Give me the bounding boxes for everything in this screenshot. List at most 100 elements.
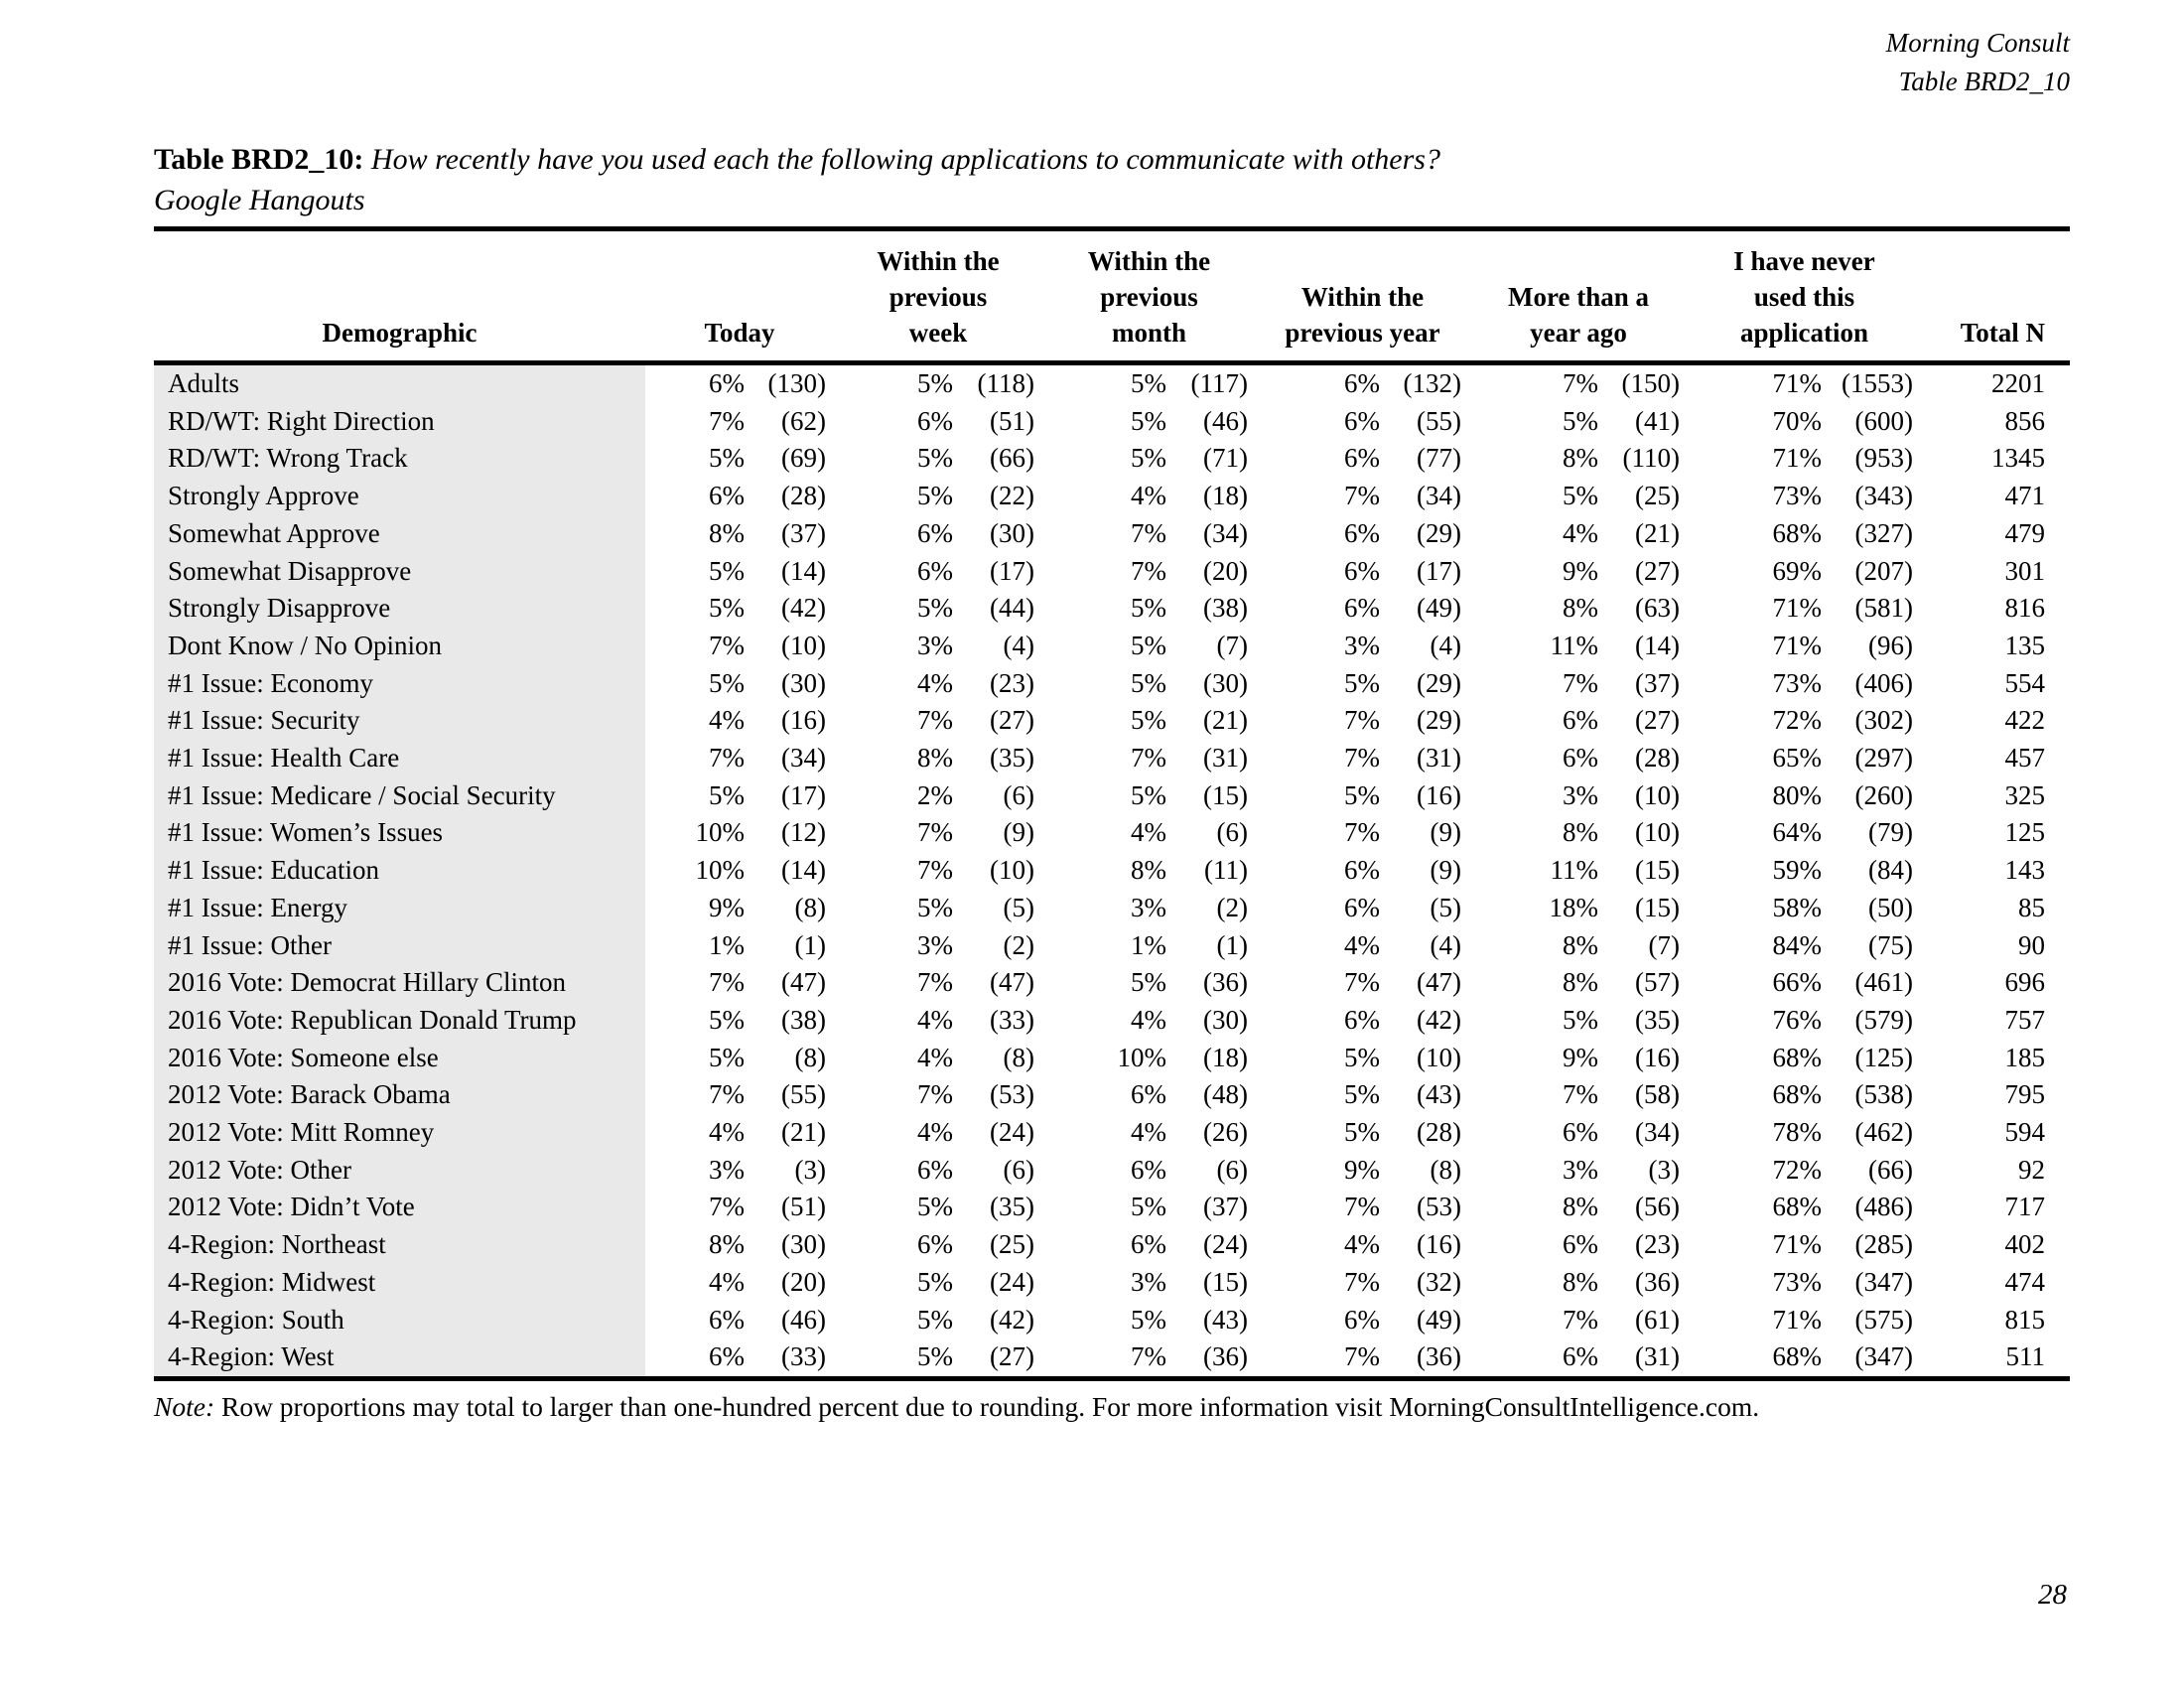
- row-value: 71%: [1772, 1229, 1823, 1260]
- row-value: 7%: [917, 855, 954, 886]
- row-value: (35): [990, 1192, 1035, 1222]
- table-body: Adults 6% (130) 5% (118) 5% (117) 6% (132) 7% (150…: [154, 362, 2071, 1381]
- row-value: (42): [781, 593, 827, 624]
- row-value: 5%: [917, 1304, 954, 1335]
- row-demographic: 2012 Vote: Didn’t Vote: [154, 1189, 645, 1227]
- row-value: 8%: [1563, 1266, 1599, 1297]
- row-value: 10%: [695, 817, 746, 848]
- row-value: 9%: [1344, 1154, 1381, 1185]
- title-label: Table BRD2_10:: [154, 143, 364, 176]
- row-value: 6%: [1344, 368, 1381, 398]
- row-value: 6%: [1563, 743, 1599, 774]
- table-row: Strongly Approve 6% (28) 5% (22) 4% (18) 7% (34)…: [154, 478, 2070, 515]
- row-value: 64%: [1772, 817, 1823, 848]
- col-header-week: Within the previous week: [834, 228, 1043, 365]
- row-demographic: 2012 Vote: Mitt Romney: [154, 1114, 645, 1152]
- row-value: 7%: [1563, 1304, 1599, 1335]
- row-value: (21): [781, 1117, 827, 1148]
- row-value: (579): [1854, 1004, 1914, 1035]
- row-value: 6%: [917, 1229, 954, 1260]
- row-value: 135: [2004, 630, 2046, 660]
- table-row: #1 Issue: Energy 9% (8) 5% (5) 3% (2) 6% (5) 18% (…: [154, 889, 2070, 927]
- row-value: 4%: [709, 1117, 745, 1148]
- row-value: (37): [1635, 667, 1681, 698]
- table-row: 2016 Vote: Republican Donald Trump 5% (38)…: [154, 1001, 2070, 1040]
- row-value: (30): [781, 667, 827, 698]
- row-value: 78%: [1772, 1117, 1823, 1148]
- row-value: 5%: [917, 368, 954, 398]
- row-value: 7%: [1344, 743, 1381, 774]
- row-value: (35): [1635, 1004, 1681, 1035]
- row-value: 65%: [1772, 743, 1823, 774]
- row-value: (30): [990, 517, 1035, 548]
- row-value: 479: [2004, 517, 2046, 548]
- row-demographic: 2012 Vote: Barack Obama: [154, 1076, 645, 1115]
- row-value: 11%: [1550, 630, 1599, 660]
- row-value: 5%: [709, 779, 745, 810]
- table-row: RD/WT: Wrong Track 5% (69) 5% (66) 5% (71) 6% (7…: [154, 440, 2070, 479]
- row-value: (47): [990, 967, 1035, 998]
- row-value: (24): [990, 1117, 1035, 1148]
- row-value: 3%: [1563, 779, 1599, 810]
- row-value: 5%: [1131, 443, 1167, 474]
- row-value: 7%: [1131, 743, 1167, 774]
- row-demographic: 2012 Vote: Other: [154, 1151, 645, 1190]
- row-value: (23): [1635, 1229, 1681, 1260]
- row-value: (37): [781, 517, 827, 548]
- row-value: 2201: [1991, 368, 2046, 398]
- row-value: 5%: [1131, 368, 1167, 398]
- row-value: 73%: [1772, 1266, 1823, 1297]
- row-value: (5): [1430, 892, 1462, 922]
- row-value: (297): [1854, 743, 1914, 774]
- row-value: 8%: [1131, 855, 1167, 886]
- row-value: (538): [1854, 1079, 1914, 1110]
- row-value: (18): [1203, 481, 1249, 511]
- row-value: (79): [1868, 817, 1914, 848]
- footnote-text: Row proportions may total to larger than…: [220, 1391, 1760, 1422]
- row-value: (10): [1635, 817, 1681, 848]
- row-demographic: RD/WT: Wrong Track: [154, 440, 645, 479]
- row-demographic: Somewhat Approve: [154, 514, 645, 553]
- row-value: 7%: [709, 1192, 745, 1222]
- row-value: 6%: [1344, 892, 1381, 922]
- row-value: 4%: [1344, 1229, 1381, 1260]
- row-value: 5%: [1344, 779, 1381, 810]
- row-value: 6%: [1131, 1079, 1167, 1110]
- col-header-year: Within the previous year: [1256, 228, 1470, 365]
- row-value: 5%: [709, 443, 745, 474]
- row-value: 5%: [1131, 705, 1167, 736]
- row-value: 8%: [917, 743, 954, 774]
- row-demographic: #1 Issue: Medicare / Social Security: [154, 776, 645, 815]
- row-value: 1%: [709, 929, 745, 960]
- row-value: (36): [1166, 1338, 1257, 1381]
- row-demographic: 4-Region: South: [154, 1301, 645, 1339]
- row-value: 7%: [1131, 517, 1167, 548]
- row-value: (28): [781, 481, 827, 511]
- header-right: Morning Consult Table BRD2_10: [1886, 24, 2070, 101]
- table-row: Somewhat Disapprove 5% (14) 6% (17) 7% (20) 6% (…: [154, 552, 2070, 591]
- row-value: 10%: [1117, 1042, 1167, 1072]
- row-value: (38): [781, 1004, 827, 1035]
- row-value: (29): [1417, 667, 1462, 698]
- row-value: (34): [1417, 481, 1462, 511]
- row-value: 6%: [1344, 555, 1381, 586]
- row-value: (3): [794, 1154, 827, 1185]
- header-row: Demographic Today Within the previous we…: [154, 228, 2071, 365]
- row-value: (29): [1417, 705, 1462, 736]
- table-row: #1 Issue: Medicare / Social Security 5% (1…: [154, 776, 2070, 815]
- row-value: (16): [1417, 779, 1462, 810]
- row-value: 5%: [1344, 667, 1381, 698]
- row-value: (77): [1417, 443, 1462, 474]
- row-value: (8): [1430, 1154, 1462, 1185]
- row-value: 72%: [1772, 705, 1823, 736]
- table-row: Adults 6% (130) 5% (118) 5% (117) 6% (132) 7% (150…: [154, 362, 2070, 403]
- row-value: 7%: [709, 630, 745, 660]
- row-value: (28): [1417, 1117, 1462, 1148]
- row-value: 8%: [1563, 817, 1599, 848]
- row-value: (37): [1203, 1192, 1249, 1222]
- page-number: 28: [2038, 1579, 2067, 1611]
- row-value: (5): [1003, 892, 1035, 922]
- row-value: 11%: [1550, 855, 1599, 886]
- table-row: #1 Issue: Women’s Issues 10% (12) 7% (9) 4% (6…: [154, 814, 2070, 853]
- row-value: (2): [1003, 929, 1035, 960]
